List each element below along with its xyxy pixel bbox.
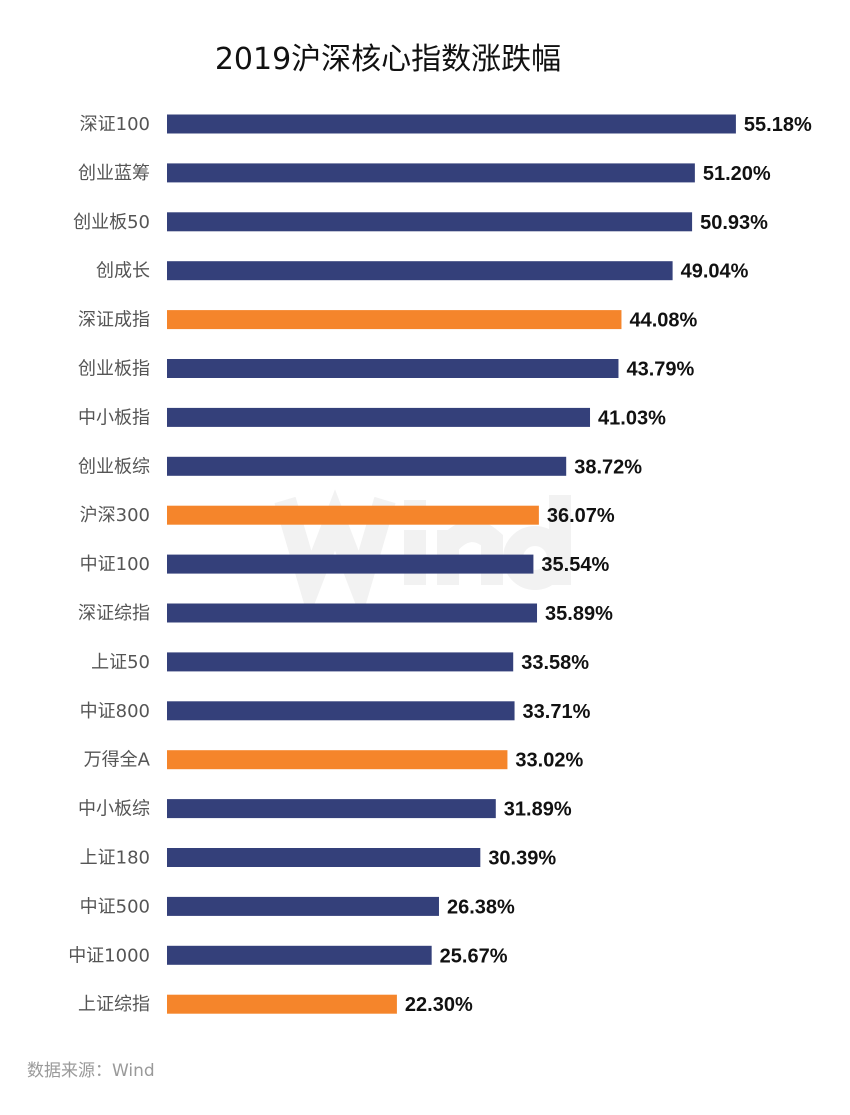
bar	[167, 505, 539, 525]
bar	[167, 554, 534, 574]
value-label: 38.72%	[574, 456, 642, 478]
bar	[167, 750, 508, 770]
bar	[167, 212, 693, 232]
category-label: 创成长	[96, 261, 150, 282]
bar	[167, 994, 397, 1014]
category-label: 中证800	[80, 701, 150, 722]
bar	[167, 310, 622, 330]
value-label: 33.58%	[521, 652, 589, 674]
value-label: 41.03%	[598, 407, 666, 429]
value-label: 35.54%	[541, 554, 609, 576]
bars-group: 深证100 55.18% 创业蓝筹 51.20% 创业板50 50.93% 创成长 49.04…	[68, 114, 812, 1016]
value-label: 50.93%	[700, 212, 768, 234]
value-label: 30.39%	[488, 848, 556, 870]
category-label: 上证180	[80, 848, 150, 869]
bar	[167, 701, 515, 721]
value-label: 25.67%	[440, 945, 508, 967]
bar	[167, 945, 432, 965]
bar	[167, 848, 481, 867]
category-label: 创业板指	[78, 359, 150, 380]
category-label: 深证100	[80, 114, 150, 135]
bar	[167, 652, 514, 672]
bar	[167, 896, 439, 916]
bar	[167, 456, 567, 476]
category-label: 沪深300	[80, 505, 150, 526]
value-label: 33.71%	[523, 701, 591, 723]
category-label: 深证成指	[78, 310, 150, 331]
chart-title: 2019沪深核心指数涨跌幅	[215, 42, 561, 77]
bar	[167, 163, 695, 183]
category-label: 创业板50	[73, 212, 150, 233]
category-label: 中证100	[80, 554, 150, 575]
value-label: 31.89%	[504, 799, 572, 821]
category-label: 中证500	[80, 896, 150, 917]
source-note: 数据来源：Wind	[27, 1061, 155, 1081]
bar	[167, 799, 496, 819]
bar	[167, 603, 538, 623]
value-label: 26.38%	[447, 896, 515, 918]
value-label: 43.79%	[626, 359, 694, 381]
bar	[167, 359, 619, 378]
value-label: 33.02%	[515, 750, 583, 772]
bar	[167, 407, 591, 427]
value-label: 44.08%	[629, 310, 697, 332]
category-label: 创业板综	[78, 456, 150, 477]
category-label: 上证综指	[78, 994, 150, 1015]
value-label: 51.20%	[703, 163, 771, 185]
value-label: 49.04%	[681, 261, 749, 283]
value-label: 55.18%	[744, 114, 812, 136]
value-label: 22.30%	[405, 994, 473, 1016]
value-label: 36.07%	[547, 505, 615, 527]
bar	[167, 114, 736, 134]
category-label: 中证1000	[68, 945, 150, 966]
bar	[167, 261, 673, 281]
category-label: 创业蓝筹	[78, 163, 150, 184]
value-label: 35.89%	[545, 603, 613, 625]
category-label: 中小板综	[78, 799, 150, 820]
category-label: 万得全A	[84, 750, 151, 771]
category-label: 深证综指	[78, 603, 150, 624]
category-label: 中小板指	[78, 407, 150, 428]
category-label: 上证50	[91, 652, 150, 673]
